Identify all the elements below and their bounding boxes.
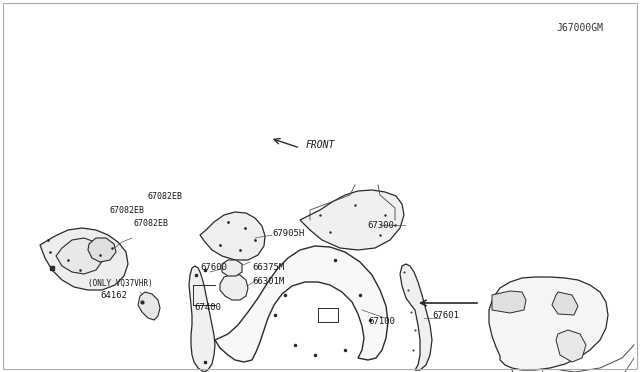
Text: (ONLY VQ37VHR): (ONLY VQ37VHR) (88, 279, 153, 288)
Text: 67082EB: 67082EB (148, 192, 183, 201)
Polygon shape (189, 266, 215, 372)
Text: 67400: 67400 (194, 304, 221, 312)
Polygon shape (88, 238, 116, 262)
Polygon shape (138, 292, 160, 320)
Text: 66375M: 66375M (252, 263, 284, 273)
Text: 64162: 64162 (100, 291, 127, 299)
Text: FRONT: FRONT (306, 140, 335, 150)
Text: 67601: 67601 (432, 311, 459, 321)
Text: 67300: 67300 (367, 221, 394, 230)
Text: J67000GM: J67000GM (556, 23, 603, 33)
Polygon shape (489, 277, 608, 370)
Polygon shape (400, 264, 432, 370)
Polygon shape (556, 330, 586, 362)
Polygon shape (40, 228, 128, 290)
Polygon shape (300, 190, 404, 250)
Text: 67600: 67600 (200, 263, 227, 273)
Polygon shape (492, 291, 526, 313)
Polygon shape (552, 292, 578, 315)
Text: 67082EB: 67082EB (110, 205, 145, 215)
Text: 67100: 67100 (368, 317, 395, 327)
Polygon shape (215, 246, 388, 362)
Polygon shape (220, 274, 248, 300)
Polygon shape (56, 238, 103, 274)
Text: 67082EB: 67082EB (134, 218, 169, 228)
Text: 66301M: 66301M (252, 278, 284, 286)
Polygon shape (222, 260, 242, 276)
Text: 67905H: 67905H (272, 228, 304, 237)
Polygon shape (200, 212, 265, 260)
